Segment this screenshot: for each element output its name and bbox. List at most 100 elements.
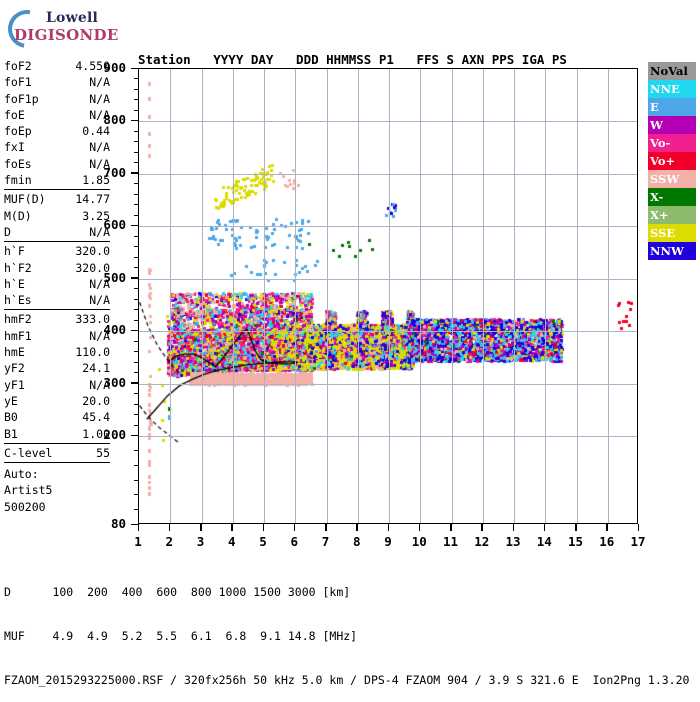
param-row-d: D N/A: [4, 224, 110, 240]
y-tick-minor: [134, 309, 138, 311]
param-value: 3.25: [82, 208, 110, 223]
param-group-3: hmF2 333.0 hmF1 N/A hmE 110.0 yF2 24.1 yF1 N/A yE 2…: [4, 311, 110, 444]
legend-item-nne[interactable]: NNE: [648, 80, 696, 98]
param-key: MUF(D): [4, 192, 46, 207]
y-tick-major: [131, 277, 138, 279]
x-tick-major: [168, 524, 171, 531]
gridline-v: [201, 69, 203, 523]
param-value: 320.0: [75, 244, 110, 259]
x-tick-major: [356, 524, 358, 531]
y-axis-label: 700: [103, 164, 126, 180]
x-tick-major: [450, 524, 452, 531]
footer-file-row: FZAOM_2015293225000.RSF / 320fx256h 50 k…: [4, 672, 690, 687]
param-value: 0.44: [82, 124, 110, 139]
param-group-4: C-level 55: [4, 445, 110, 464]
y-axis-label: 800: [103, 112, 126, 128]
param-group-1: MUF(D) 14.77 M(D) 3.25 D N/A: [4, 191, 110, 243]
y-tick-minor: [134, 424, 138, 426]
param-key: foF1p: [4, 91, 39, 106]
x-tick-major: [387, 524, 389, 531]
y-tick-minor: [134, 288, 138, 290]
x-axis-label: 5: [259, 534, 267, 549]
legend-item-e[interactable]: E: [648, 98, 696, 116]
gridline-h: [139, 121, 637, 123]
legend-item-label: Vo+: [650, 154, 676, 168]
y-tick-minor: [134, 162, 138, 164]
legend-item-x[interactable]: X-: [648, 188, 696, 206]
param-key: B0: [4, 410, 18, 425]
y-tick-minor: [134, 151, 138, 153]
param-row-foes: foEs N/A: [4, 156, 110, 172]
param-group-2: h`F 320.0 h`F2 320.0 h`E N/A h`Es N/A: [4, 243, 110, 311]
param-key: yF2: [4, 361, 25, 376]
param-row-hes: h`Es N/A: [4, 292, 110, 308]
param-row-yf1: yF1 N/A: [4, 377, 110, 393]
legend-item-vo[interactable]: Vo+: [648, 152, 696, 170]
param-key: D: [4, 224, 11, 239]
param-key: fxI: [4, 140, 25, 155]
gridline-v: [420, 69, 422, 523]
y-tick-minor: [134, 267, 138, 269]
param-value: N/A: [89, 140, 110, 155]
param-value: N/A: [89, 377, 110, 392]
legend-item-ssw[interactable]: SSW: [648, 170, 696, 188]
x-axis-label: 16: [599, 534, 615, 549]
legend-item-x[interactable]: X+: [648, 206, 696, 224]
x-tick-major: [575, 524, 577, 531]
x-axis-label: 4: [227, 534, 236, 549]
param-value: 110.0: [75, 345, 110, 360]
param-value: 45.4: [82, 410, 110, 425]
gridline-v: [326, 69, 328, 523]
gridline-v: [170, 69, 172, 523]
legend-item-label: X-: [650, 190, 664, 204]
param-key: hmF2: [4, 312, 32, 327]
footer-distance-row: D 100 200 400 600 800 1000 1500 3000 [km…: [4, 585, 351, 600]
y-tick-minor: [134, 88, 138, 90]
y-tick-major: [131, 434, 138, 436]
legend-item-label: NNE: [650, 82, 680, 96]
legend-item-label: NoVal: [650, 64, 688, 78]
x-tick-major: [543, 524, 546, 531]
autoscaler-line: 500200: [4, 499, 46, 514]
param-key: h`F: [4, 244, 25, 259]
legend-item-w[interactable]: W: [648, 116, 696, 134]
legend-item-nnw[interactable]: NNW: [648, 242, 696, 260]
y-tick-major: [131, 119, 138, 122]
param-row-hf2: h`F2 320.0: [4, 260, 110, 276]
y-tick-major: [131, 172, 138, 174]
param-value: N/A: [89, 91, 110, 106]
param-row-hf: h`F 320.0: [4, 243, 110, 259]
legend-item-vo[interactable]: Vo-: [648, 134, 696, 152]
y-tick-minor: [134, 449, 138, 451]
param-row-yf2: yF2 24.1: [4, 360, 110, 376]
gridline-v: [264, 69, 265, 523]
x-axis-label: 11: [442, 534, 459, 549]
legend-item-noval[interactable]: NoVal: [648, 62, 696, 80]
y-tick-major: [131, 523, 138, 525]
param-key: hmE: [4, 345, 25, 360]
y-axis-label: 900: [103, 60, 126, 75]
x-tick-major: [293, 524, 296, 531]
param-row-fxi: fxI N/A: [4, 139, 110, 155]
param-row-md: M(D) 3.25: [4, 208, 110, 224]
param-value: N/A: [89, 156, 110, 171]
x-tick-major: [637, 524, 639, 531]
y-axis-label: 500: [103, 269, 126, 285]
x-axis-label: 8: [352, 534, 361, 549]
legend-item-sse[interactable]: SSE: [648, 224, 696, 242]
legend-item-label: W: [650, 118, 663, 132]
param-key: h`F2: [4, 260, 32, 275]
y-tick-minor: [134, 509, 138, 511]
param-row-b1: B1 1.00: [4, 426, 110, 442]
x-axis-label: 15: [567, 534, 584, 549]
x-axis-label: 6: [290, 534, 299, 549]
param-value: 1.85: [82, 173, 110, 188]
param-key: foF1: [4, 75, 32, 90]
y-tick-minor: [134, 214, 138, 216]
gridline-v: [545, 69, 547, 523]
gridline-v: [389, 69, 390, 523]
param-row-hme: hmE 110.0: [4, 344, 110, 360]
param-value: 333.0: [75, 312, 110, 327]
param-row-foep: foEp 0.44: [4, 123, 110, 139]
param-key: M(D): [4, 208, 32, 223]
